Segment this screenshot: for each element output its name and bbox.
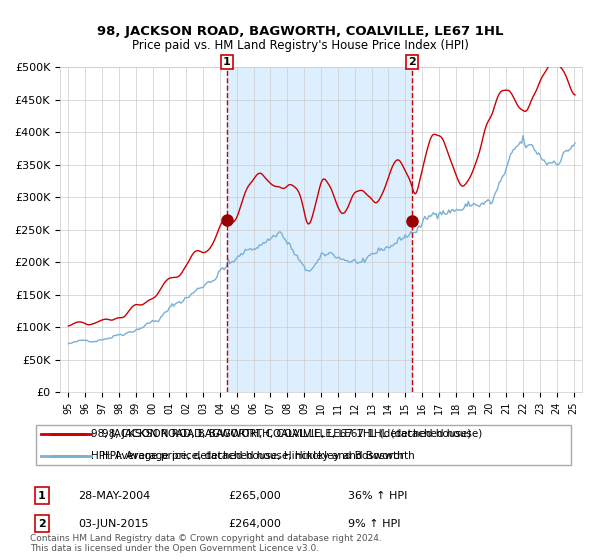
Text: Contains HM Land Registry data © Crown copyright and database right 2024.
This d: Contains HM Land Registry data © Crown c… [30,534,382,553]
Text: 98, JACKSON ROAD, BAGWORTH, COALVILLE, LE67 1HL (detached house): 98, JACKSON ROAD, BAGWORTH, COALVILLE, L… [91,429,471,439]
Text: £265,000: £265,000 [228,491,281,501]
Text: HPI: Average price, detached house, Hinckley and Bosworth: HPI: Average price, detached house, Hinc… [91,451,403,461]
Text: 9% ↑ HPI: 9% ↑ HPI [348,519,401,529]
Text: 1: 1 [38,491,46,501]
Text: 2: 2 [38,519,46,529]
Text: 28-MAY-2004: 28-MAY-2004 [78,491,150,501]
Text: £264,000: £264,000 [228,519,281,529]
Text: 36% ↑ HPI: 36% ↑ HPI [348,491,407,501]
Text: 03-JUN-2015: 03-JUN-2015 [78,519,149,529]
Text: 98, JACKSON ROAD, BAGWORTH, COALVILLE, LE67 1HL (detached house): 98, JACKSON ROAD, BAGWORTH, COALVILLE, L… [102,429,482,439]
Text: HPI: Average price, detached house, Hinckley and Bosworth: HPI: Average price, detached house, Hinc… [102,451,415,461]
Text: Price paid vs. HM Land Registry's House Price Index (HPI): Price paid vs. HM Land Registry's House … [131,39,469,52]
Text: 98, JACKSON ROAD, BAGWORTH, COALVILLE, LE67 1HL: 98, JACKSON ROAD, BAGWORTH, COALVILLE, L… [97,25,503,38]
Text: 2: 2 [409,57,416,67]
FancyBboxPatch shape [35,425,571,465]
Bar [227,67,412,392]
Text: 1: 1 [223,57,231,67]
